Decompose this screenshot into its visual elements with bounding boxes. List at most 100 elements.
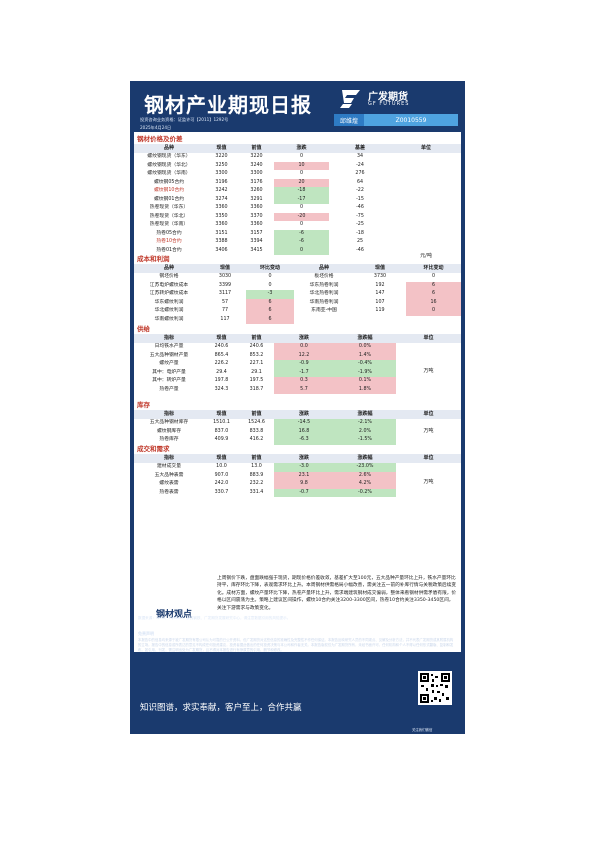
logo-chinese-text: 广发期货 <box>368 92 408 103</box>
price-name: 热卷现货（华南） <box>149 222 189 227</box>
cost-value: 57 <box>221 299 229 305</box>
supply-current: 29.4 <box>216 369 227 375</box>
license-line: 投资咨询业务资格：证监许可【2011】1292号 <box>140 117 229 122</box>
deals-table-body: 建材成交量 10.0 13.0 -3.0 -23.0% 五大品种表需 907.0 883.9 2… <box>134 463 461 497</box>
supply-change: 5.7 <box>274 385 334 394</box>
price-basis: -15 <box>356 196 364 202</box>
price-change: 0 <box>274 221 329 230</box>
price-current: 3360 <box>215 205 228 210</box>
price-basis: -46 <box>356 205 364 210</box>
price-previous: 3157 <box>250 230 263 236</box>
qr-code[interactable] <box>418 671 452 705</box>
deals-change-pct: 4.2% <box>334 480 396 489</box>
deals-previous: 232.2 <box>249 481 264 486</box>
supply-change-pct: -1.9% <box>334 368 396 377</box>
supply-change: -1.7 <box>274 368 334 377</box>
cost-section: 成本和利润 品种 现值 环比变动 品种 现值 环比变动 钢坯价格 3030 0 板坯价… <box>134 254 461 324</box>
inventory-section-title: 库存 <box>137 401 150 409</box>
col-header: 品种 <box>163 145 174 151</box>
cost-name: 钢坯价格 <box>159 274 179 279</box>
table-row: 华北螺纹利润 77 6 东南亚-中国 119 0 <box>134 307 461 316</box>
supply-previous: 240.6 <box>249 344 264 349</box>
supply-change: 0.0 <box>274 343 334 352</box>
inventory-name: 螺纹钢库存 <box>157 428 181 434</box>
col-header: 涨跌 <box>298 411 309 417</box>
supply-previous: 29.1 <box>251 369 262 375</box>
price-basis: -22 <box>356 188 364 193</box>
supply-name: 螺纹产量 <box>159 361 179 366</box>
profit-name: 华南热卷利润 <box>309 299 339 305</box>
table-row: 螺纹钢10合约 3242 3260 -18 -22 <box>134 187 461 196</box>
deals-change: 9.8 <box>274 480 334 489</box>
price-basis: -25 <box>356 222 364 227</box>
supply-change-pct: 1.4% <box>334 351 396 360</box>
qr-code-icon <box>420 673 450 703</box>
price-current: 3350 <box>215 213 228 219</box>
table-row: 螺纹钢现货（华南） 3300 3300 0 276 <box>134 170 461 179</box>
price-change: -18 <box>274 187 329 196</box>
price-change: 0 <box>274 204 329 213</box>
profit-name <box>294 316 354 325</box>
price-basis: 276 <box>355 171 365 176</box>
deals-current: 10.0 <box>216 464 227 469</box>
inventory-name: 五大品种钢材库存 <box>149 420 189 425</box>
col-header: 指标 <box>163 411 174 417</box>
supply-name: 日均铁水产量 <box>154 344 184 349</box>
inventory-unit: 万吨 <box>423 428 434 434</box>
price-basis: 64 <box>356 179 364 185</box>
supply-name: 其中：电炉产量 <box>152 369 186 375</box>
col-header: 指标 <box>163 455 174 461</box>
supply-current: 197.8 <box>214 378 229 383</box>
profit-change: 16 <box>406 298 461 307</box>
inventory-name: 热卷库存 <box>159 437 179 442</box>
supply-change-pct: 0.0% <box>334 343 396 352</box>
viewpoint-label: 钢材观点 <box>155 609 192 620</box>
price-basis: -24 <box>356 162 364 168</box>
unit-cell <box>396 386 461 395</box>
col-header: 涨跌 <box>296 145 307 151</box>
supply-current: 865.4 <box>214 352 229 358</box>
inventory-current: 837.0 <box>214 428 229 434</box>
price-change: -20 <box>274 212 329 221</box>
supply-previous: 853.2 <box>249 352 264 358</box>
price-name: 热卷现货（华东） <box>149 205 189 210</box>
company-logo: 广发期货 GF FUTURES <box>338 86 456 112</box>
deals-unit: 万吨 <box>423 479 434 485</box>
table-row: 热卷05合约 3151 3157 -6 -18 <box>134 229 461 238</box>
deals-section-title: 成交和需求 <box>137 445 170 453</box>
company-slogan: 知识图谱，求实奉献，客户至上，合作共赢 <box>140 703 302 713</box>
price-basis: -75 <box>356 213 364 219</box>
profit-change: 0 <box>406 307 461 316</box>
logo-english-text: GF FUTURES <box>368 101 410 107</box>
gf-logo-icon <box>340 90 360 108</box>
price-previous: 3220 <box>250 154 263 159</box>
unit-cell <box>396 343 461 352</box>
table-row: 华东螺纹利润 57 6 华南热卷利润 107 16 <box>134 298 461 307</box>
cost-table-header: 品种 现值 环比变动 品种 现值 环比变动 <box>134 264 461 273</box>
unit-cell <box>391 221 461 230</box>
unit-cell <box>396 352 461 361</box>
inventory-current: 409.9 <box>214 437 229 442</box>
inventory-change: -14.5 <box>274 419 334 428</box>
price-name: 热卷05合约 <box>156 230 182 236</box>
col-header: 涨跌幅 <box>357 335 373 341</box>
disclaimer-title: 免责声明 <box>138 631 154 636</box>
profit-value: 3730 <box>373 274 387 279</box>
deals-previous: 331.4 <box>249 489 264 495</box>
price-current: 3300 <box>215 171 228 176</box>
price-change: 10 <box>274 161 329 170</box>
price-change: -6 <box>274 238 329 247</box>
price-previous: 3360 <box>250 222 263 227</box>
col-header: 前值 <box>251 145 262 151</box>
qr-caption: 关注我们微信 <box>412 728 433 732</box>
report-header: 钢材产业期现日报 投资咨询业务资格：证监许可【2011】1292号 2025年4… <box>130 81 465 139</box>
cost-section-title: 成本和利润 <box>137 255 170 263</box>
cost-name: 江苏转炉螺纹成本 <box>149 291 189 296</box>
table-row: 钢坯价格 3030 0 板坯价格 3730 0 <box>134 273 461 282</box>
profit-change: 6 <box>406 281 461 290</box>
table-row: 热卷现货（华北） 3350 3370 -20 -75 <box>134 212 461 221</box>
unit-cell <box>391 187 461 196</box>
price-section: 钢材价格及价差 品种 现值 前值 涨跌 基差 单位 螺纹钢现货（华东） 3220 3… <box>134 134 461 259</box>
table-row: 螺纹钢01合约 3274 3291 -17 -15 <box>134 195 461 204</box>
deals-change: -3.0 <box>274 463 334 472</box>
